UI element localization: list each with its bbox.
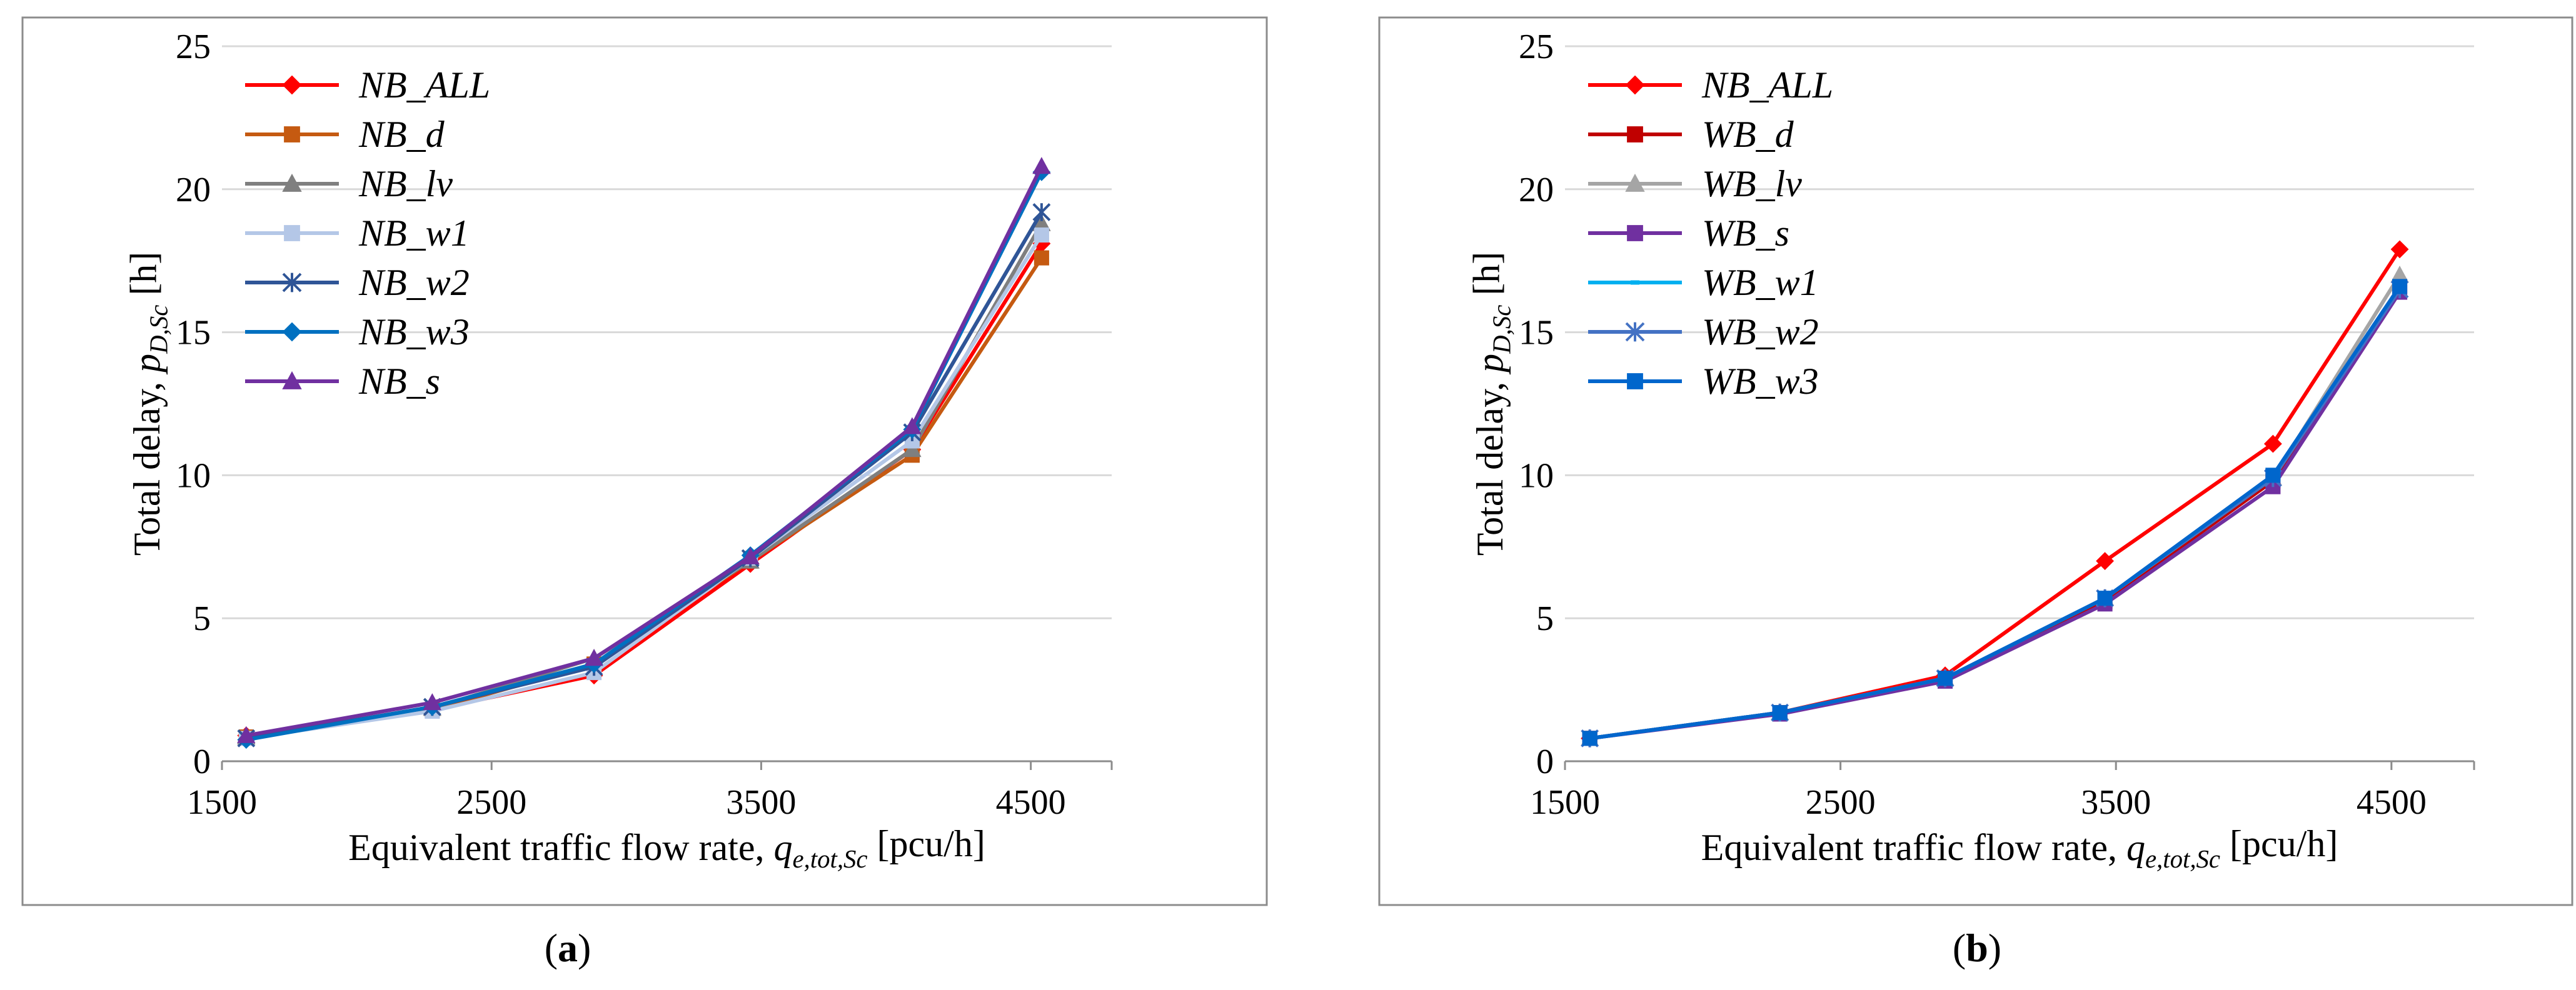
x-tick-label-4500: 4500 bbox=[2357, 783, 2427, 822]
data-point-WB_w3-1 bbox=[1772, 705, 1788, 721]
legend-label-NB_w2: NB_w2 bbox=[358, 262, 470, 303]
legend-label-WB_lv: WB_lv bbox=[1702, 163, 1802, 204]
legend-label-NB_w1: NB_w1 bbox=[358, 212, 470, 254]
x-axis-label: Equivalent traffic flow rate, qe,tot,Sc … bbox=[348, 823, 985, 873]
data-point-NB_s-3 bbox=[741, 547, 760, 564]
chart-frame-a bbox=[21, 16, 1268, 906]
data-point-NB_w1-5 bbox=[1034, 227, 1049, 243]
legend-marker-WB_w1 bbox=[1631, 280, 1639, 285]
x-tick-label-2500: 2500 bbox=[456, 783, 526, 822]
chart-svg-b: 0 5 10 15 20 25 1500 2500 3500 4500 Equivalent tra… bbox=[1378, 16, 2573, 970]
legend-marker-NB_s bbox=[282, 371, 302, 389]
data-point-NB_s-1 bbox=[423, 693, 442, 711]
legend-marker-NB_ALL bbox=[1625, 75, 1645, 95]
y-tick-label-5: 5 bbox=[193, 599, 211, 638]
legend-marker-NB_w2 bbox=[282, 272, 302, 292]
y-tick-label-25: 25 bbox=[176, 28, 211, 66]
chart-svg-a: 0 5 10 15 20 25 1500 2500 3500 4500 Equivalent tra… bbox=[21, 16, 1268, 970]
data-point-NB_ALL-4 bbox=[2263, 434, 2282, 453]
data-point-WB_w3-5 bbox=[2392, 279, 2408, 294]
legend-a: NB_ALL NB_d NB_lv NB_w1 NB_w2 NB_w3 NB_s bbox=[245, 64, 490, 402]
y-tick-label-25: 25 bbox=[1519, 28, 1554, 66]
data-point-NB_lv-4 bbox=[903, 440, 922, 458]
data-point-NB_ALL-5 bbox=[2390, 240, 2409, 259]
legend-label-WB_w1: WB_w1 bbox=[1702, 262, 1819, 303]
data-point-NB_s-5 bbox=[1032, 157, 1051, 174]
series-line-WB_w3 bbox=[1589, 285, 2402, 741]
x-tick-label-1500: 1500 bbox=[187, 783, 257, 822]
legend-label-NB_w3: NB_w3 bbox=[358, 311, 470, 352]
series-line-NB_s bbox=[246, 165, 1044, 738]
y-tick-label-0: 0 bbox=[1536, 742, 1554, 781]
data-point-NB_d-5 bbox=[1034, 250, 1049, 266]
legend-b: NB_ALL WB_d WB_lv WB_s WB_w1 WB_w2 WB_w3 bbox=[1588, 64, 1833, 402]
y-axis-label: Total delay, pD,Sc [h] bbox=[1466, 252, 1516, 556]
data-point-NB_s-0 bbox=[237, 726, 256, 743]
x-tick-label-4500: 4500 bbox=[996, 783, 1066, 822]
legend-marker-WB_s bbox=[1627, 225, 1643, 241]
series-NB_s bbox=[237, 157, 1051, 743]
panel-label-b: (b) bbox=[1953, 926, 2001, 970]
series-WB_w3 bbox=[1582, 279, 2408, 746]
y-tick-label-10: 10 bbox=[1519, 456, 1554, 495]
y-tick-label-15: 15 bbox=[176, 314, 211, 352]
data-point-NB_s-4 bbox=[903, 417, 922, 434]
data-point-NB_s-2 bbox=[585, 649, 603, 666]
chart-panel-a: 0 5 10 15 20 25 1500 2500 3500 4500 Equivalent tra… bbox=[21, 16, 1268, 970]
legend-marker-WB_w3 bbox=[1627, 373, 1643, 389]
legend-label-WB_s: WB_s bbox=[1702, 212, 1789, 254]
x-tick-label-3500: 3500 bbox=[2081, 783, 2151, 822]
legend-label-NB_d: NB_d bbox=[358, 114, 445, 155]
legend-label-NB_s: NB_s bbox=[358, 361, 440, 402]
y-tick-label-20: 20 bbox=[1519, 171, 1554, 209]
data-point-WB_w3-0 bbox=[1582, 731, 1597, 746]
data-point-WB_w3-3 bbox=[2097, 591, 2113, 606]
legend-marker-WB_d bbox=[1627, 126, 1643, 142]
x-axis-label: Equivalent traffic flow rate, qe,tot,Sc … bbox=[1701, 823, 2338, 873]
legend-marker-NB_w3 bbox=[282, 322, 302, 342]
legend-label-NB_ALL: NB_ALL bbox=[1701, 64, 1833, 106]
y-tick-label-5: 5 bbox=[1536, 599, 1554, 638]
legend-label-NB_lv: NB_lv bbox=[358, 163, 453, 204]
x-tick-label-2500: 2500 bbox=[1806, 783, 1876, 822]
chart-frame-b bbox=[1378, 16, 2573, 906]
data-point-WB_w3-4 bbox=[2265, 468, 2281, 483]
legend-label-WB_d: WB_d bbox=[1702, 114, 1794, 155]
data-point-NB_w2-5 bbox=[1032, 202, 1051, 221]
x-tick-label-1500: 1500 bbox=[1530, 783, 1600, 822]
legend-marker-NB_ALL bbox=[282, 75, 302, 95]
y-axis-label: Total delay, pD,Sc [h] bbox=[123, 252, 173, 556]
data-point-WB_w3-2 bbox=[1937, 671, 1953, 686]
legend-label-WB_w3: WB_w3 bbox=[1702, 361, 1819, 402]
legend-marker-WB_w2 bbox=[1625, 322, 1645, 342]
legend-label-WB_w2: WB_w2 bbox=[1702, 311, 1819, 352]
chart-panel-b: 0 5 10 15 20 25 1500 2500 3500 4500 Equivalent tra… bbox=[1376, 0, 2576, 990]
y-tick-label-15: 15 bbox=[1519, 314, 1554, 352]
legend-marker-NB_lv bbox=[282, 173, 302, 192]
x-tick-label-3500: 3500 bbox=[726, 783, 796, 822]
legend-label-NB_ALL: NB_ALL bbox=[358, 64, 490, 106]
y-tick-label-0: 0 bbox=[193, 742, 211, 781]
y-tick-label-10: 10 bbox=[176, 456, 211, 495]
panel-label-a: (a) bbox=[545, 926, 591, 970]
series-line-NB_w1 bbox=[246, 234, 1044, 741]
data-point-NB_ALL-3 bbox=[2096, 552, 2115, 571]
y-tick-label-20: 20 bbox=[176, 171, 211, 209]
legend-marker-WB_lv bbox=[1625, 173, 1645, 192]
legend-marker-NB_w1 bbox=[284, 225, 300, 241]
legend-marker-NB_d bbox=[284, 126, 300, 142]
